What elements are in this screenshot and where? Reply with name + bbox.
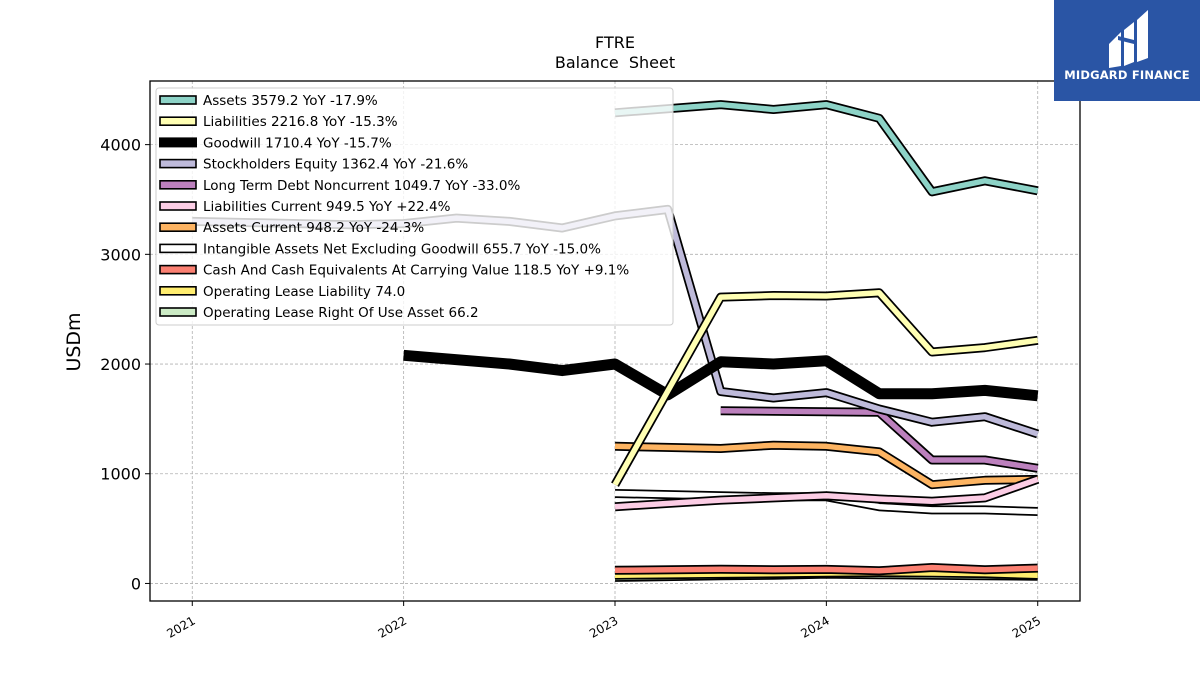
series-line-fill — [614, 564, 1038, 574]
y-axis-label: USDm — [63, 312, 85, 371]
x-tick-label: 2025 — [1010, 613, 1043, 640]
y-tick-label: 0 — [131, 574, 141, 593]
legend-label: Stockholders Equity 1362.4 YoY -21.6% — [203, 157, 468, 173]
legend-swatch — [159, 264, 197, 275]
midgard-logo-icon — [1109, 10, 1148, 68]
legend-label: Assets Current 948.2 YoY -24.3% — [203, 220, 424, 236]
legend-swatch — [159, 243, 197, 254]
x-tick-label: 2021 — [164, 613, 197, 640]
x-tick-label: 2022 — [376, 613, 409, 640]
legend-swatch — [159, 285, 197, 296]
legend: Assets 3579.2 YoY -17.9% Liabilities 2216… — [155, 87, 674, 326]
legend-swatch — [159, 137, 197, 148]
legend-label: Goodwill 1710.4 YoY -15.7% — [203, 135, 392, 151]
series-line — [614, 440, 1038, 490]
series-line — [611, 288, 1039, 487]
y-axis: 0 1000 2000 3000 4000 — [100, 136, 150, 593]
chart-subtitle: Balance Sheet — [555, 53, 675, 72]
legend-label: Operating Lease Right Of Use Asset 66.2 — [203, 305, 479, 321]
series-line — [614, 475, 1040, 512]
legend-label: Intangible Assets Net Excluding Goodwill… — [203, 241, 601, 257]
brand-logo: MIDGARD FINANCE — [1054, 0, 1200, 101]
brand-name: MIDGARD FINANCE — [1064, 68, 1190, 82]
x-tick-label: 2023 — [587, 613, 620, 640]
series-line-fill — [614, 476, 1039, 510]
legend-label: Assets 3579.2 YoY -17.9% — [203, 93, 378, 109]
legend-label: Liabilities 2216.8 YoY -15.3% — [203, 114, 398, 130]
chart-title: FTRE — [595, 33, 635, 52]
x-tick-label: 2024 — [798, 613, 831, 640]
x-axis: 2021 2022 2023 2024 2025 — [164, 601, 1043, 641]
y-tick-label: 1000 — [100, 465, 141, 484]
series-line-outline — [403, 349, 1039, 402]
legend-swatch — [159, 307, 197, 317]
series-line-fill — [614, 442, 1038, 488]
series-line-fill — [614, 101, 1039, 195]
legend-box — [155, 87, 674, 326]
series-line-fill — [612, 289, 1039, 487]
legend-label: Long Term Debt Noncurrent 1049.7 YoY -33… — [203, 178, 520, 194]
legend-swatch — [159, 222, 197, 232]
y-tick-label: 3000 — [100, 245, 141, 264]
legend-label: Liabilities Current 949.5 YoY +22.4% — [203, 199, 451, 215]
legend-swatch — [159, 158, 197, 169]
legend-swatch — [159, 95, 197, 105]
y-tick-label: 4000 — [100, 136, 141, 155]
y-tick-label: 2000 — [100, 355, 141, 374]
legend-swatch — [159, 180, 197, 190]
series-line — [614, 100, 1039, 197]
legend-label: Operating Lease Liability 74.0 — [203, 284, 405, 300]
legend-swatch — [159, 201, 197, 211]
series-line — [614, 563, 1038, 576]
legend-label: Cash And Cash Equivalents At Carrying Va… — [203, 263, 629, 279]
series-line — [403, 349, 1039, 402]
legend-swatch — [159, 116, 197, 126]
